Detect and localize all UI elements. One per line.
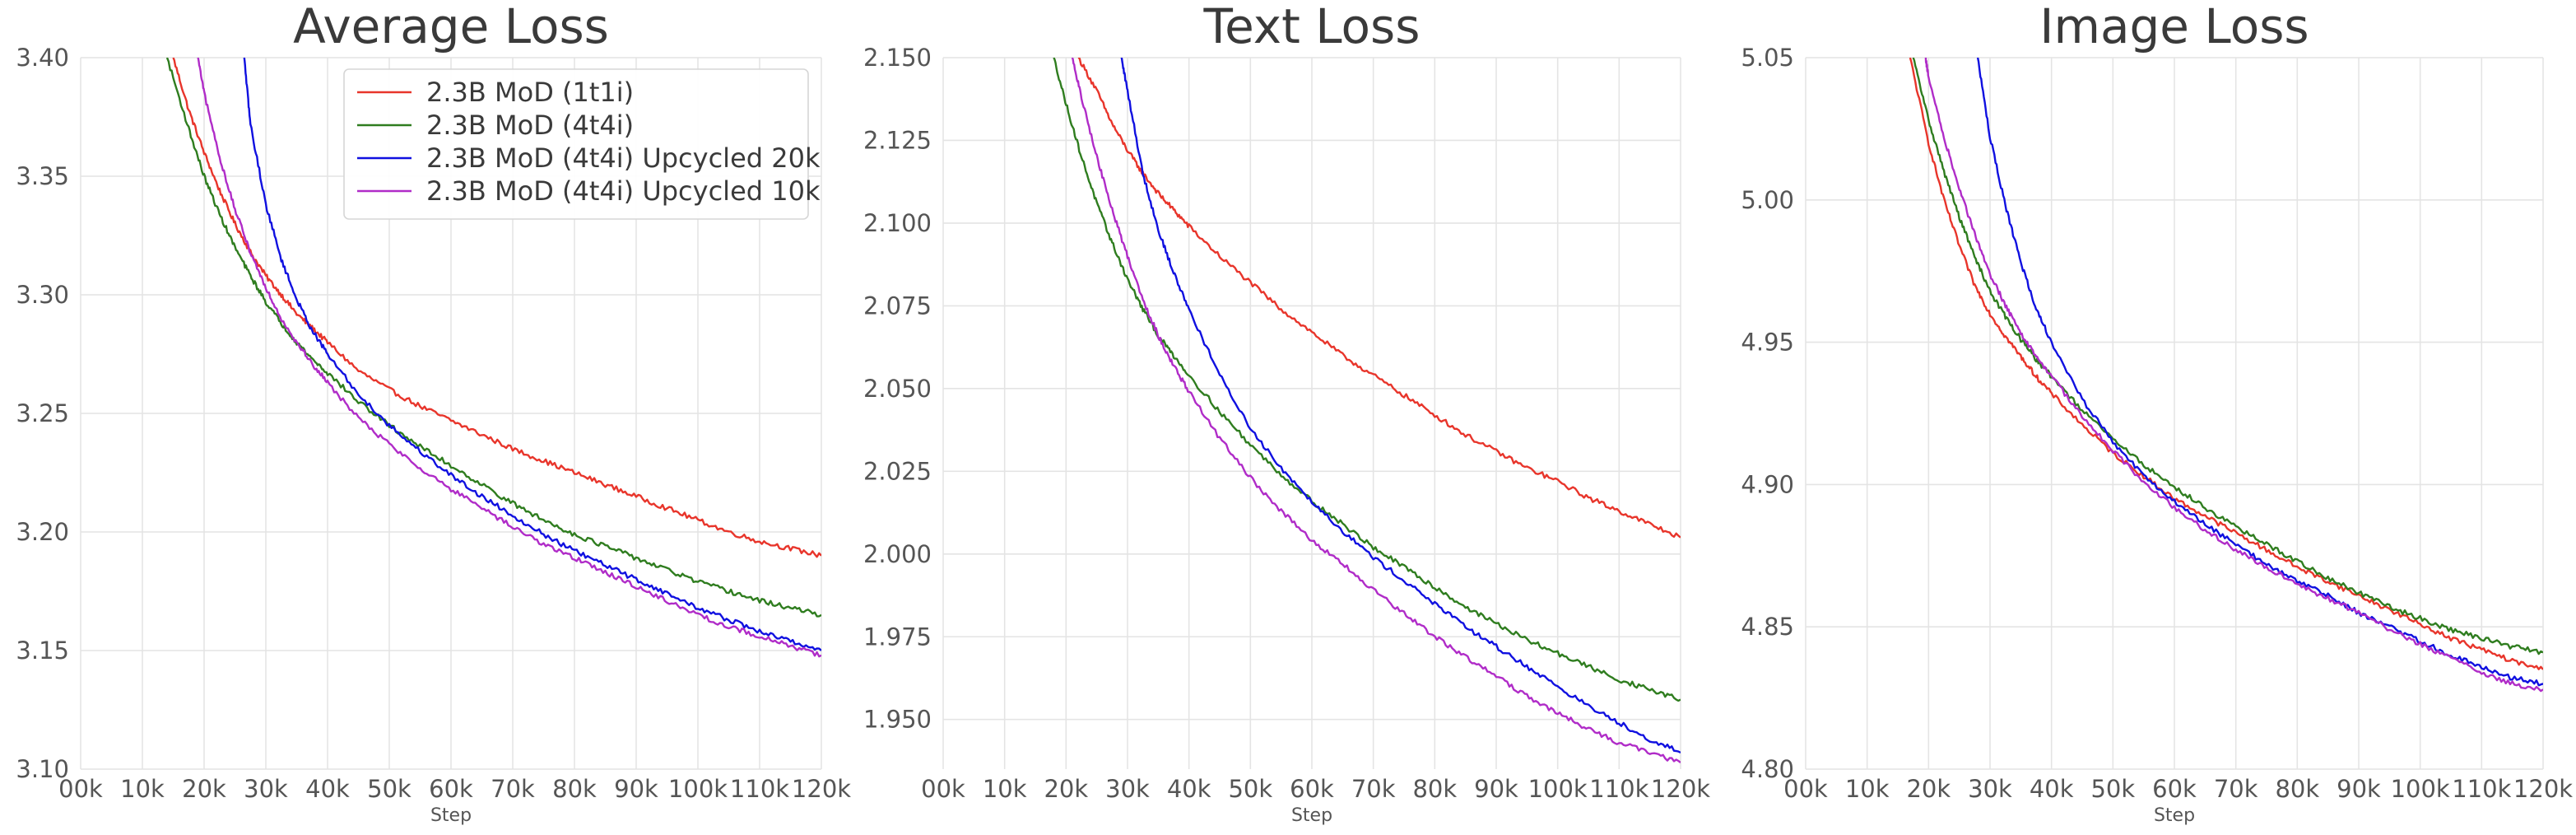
y-tick-label: 3.15 <box>16 637 69 665</box>
x-tick-label: 90k <box>1474 775 1518 803</box>
x-tick-label: 40k <box>305 775 350 803</box>
x-tick-label: 120k <box>1651 775 1710 803</box>
y-tick-label: 2.100 <box>863 209 932 237</box>
series-line-2-3b-mod-1t1i <box>172 58 821 558</box>
y-tick-label: 3.40 <box>16 44 69 72</box>
chart-title: Average Loss <box>293 0 609 54</box>
y-tick-label: 2.125 <box>863 126 932 154</box>
x-axis-label: Step <box>2154 805 2195 826</box>
x-tick-label: 60k <box>2152 775 2197 803</box>
x-tick-label: 110k <box>2452 775 2511 803</box>
x-tick-label: 120k <box>2513 775 2573 803</box>
y-tick-label: 2.075 <box>863 292 932 320</box>
x-tick-label: 20k <box>1044 775 1088 803</box>
series-line-2-3b-mod-4t4i-upcycled-10k <box>1071 58 1681 763</box>
y-tick-label: 5.00 <box>1741 186 1794 214</box>
series-line-2-3b-mod-1t1i <box>1077 58 1681 539</box>
x-axis-label: Step <box>430 805 472 826</box>
series-line-2-3b-mod-4t4i <box>165 58 821 618</box>
legend-entry-2-3b-mod-4t4i-upcycled-10k: 2.3B MoD (4t4i) Upcycled 10k <box>426 175 821 207</box>
series-group <box>1053 58 1681 763</box>
legend: 2.3B MoD (1t1i)2.3B MoD (4t4i)2.3B MoD (… <box>343 68 821 220</box>
y-tick-label: 3.25 <box>16 399 69 427</box>
series-group <box>165 58 821 658</box>
x-tick-label: 80k <box>552 775 597 803</box>
x-tick-label: 70k <box>491 775 535 803</box>
x-tick-label: 30k <box>244 775 288 803</box>
x-tick-label: 70k <box>1351 775 1396 803</box>
y-tick-label: 4.90 <box>1741 470 1794 498</box>
y-tick-label: 2.025 <box>863 457 932 485</box>
x-tick-label: 100k <box>2391 775 2450 803</box>
legend-entry-2-3b-mod-1t1i: 2.3B MoD (1t1i) <box>426 77 634 108</box>
x-tick-label: 30k <box>1968 775 2012 803</box>
y-tick-label: 4.95 <box>1741 329 1794 357</box>
x-tick-label: 50k <box>2090 775 2135 803</box>
y-tick-label: 3.30 <box>16 281 69 309</box>
series-line-2-3b-mod-4t4i <box>1912 58 2543 655</box>
series-line-2-3b-mod-4t4i-upcycled-20k <box>1976 58 2543 687</box>
x-tick-label: 10k <box>983 775 1027 803</box>
x-tick-label: 00k <box>58 775 103 803</box>
x-tick-label: 60k <box>429 775 473 803</box>
legend-frame <box>343 68 809 220</box>
series-line-2-3b-mod-4t4i-upcycled-10k <box>197 58 821 658</box>
series-line-2-3b-mod-4t4i-upcycled-10k <box>1924 58 2543 693</box>
legend-entry-2-3b-mod-4t4i: 2.3B MoD (4t4i) <box>426 110 634 141</box>
series-line-2-3b-mod-1t1i <box>1909 58 2543 670</box>
y-tick-label: 2.150 <box>863 44 932 72</box>
y-tick-label: 4.85 <box>1741 613 1794 641</box>
x-tick-label: 50k <box>1228 775 1272 803</box>
y-tick-label: 3.20 <box>16 518 69 546</box>
x-tick-label: 20k <box>182 775 226 803</box>
x-tick-label: 30k <box>1105 775 1150 803</box>
x-tick-label: 10k <box>1845 775 1890 803</box>
chart-panel-text-loss: Text Loss 00k 10k 20k 30k 40k 50k 60k 70k 80k 90k 1… <box>863 0 1710 826</box>
y-tick-label: 3.35 <box>16 162 69 190</box>
x-tick-label: 100k <box>668 775 728 803</box>
y-tick-label: 2.050 <box>863 375 932 403</box>
y-tick-label: 1.975 <box>863 623 932 651</box>
chart-title: Image Loss <box>2039 0 2309 54</box>
x-tick-label: 90k <box>614 775 658 803</box>
x-tick-label: 120k <box>792 775 851 803</box>
y-tick-label: 5.05 <box>1741 44 1794 72</box>
y-tick-label: 1.950 <box>863 706 932 734</box>
x-tick-label: 10k <box>120 775 165 803</box>
y-tick-label: 4.80 <box>1741 755 1794 783</box>
x-tick-label: 70k <box>2214 775 2258 803</box>
y-tick-label: 2.000 <box>863 540 932 568</box>
chart-panel-average-loss: Average Loss 00k 10k 20k 30k 40k 50k 60k 70k 80k 9… <box>16 0 851 826</box>
x-tick-label: 50k <box>367 775 412 803</box>
series-group <box>1909 58 2543 693</box>
x-tick-label: 80k <box>2275 775 2319 803</box>
x-tick-label: 80k <box>1412 775 1457 803</box>
x-tick-label: 110k <box>730 775 789 803</box>
chart-panel-image-loss: Image Loss 00k 10k 20k 30k 40k 50k 60k 70k 80k 90k… <box>1741 0 2573 826</box>
x-tick-label: 100k <box>1528 775 1588 803</box>
x-tick-label: 90k <box>2337 775 2381 803</box>
x-tick-label: 00k <box>1783 775 1828 803</box>
x-tick-label: 20k <box>1906 775 1951 803</box>
x-axis-label: Step <box>1291 805 1332 826</box>
x-tick-label: 00k <box>921 775 965 803</box>
y-tick-label: 3.10 <box>16 755 69 783</box>
x-tick-label: 40k <box>1167 775 1211 803</box>
legend-entry-2-3b-mod-4t4i-upcycled-20k: 2.3B MoD (4t4i) Upcycled 20k <box>426 142 821 174</box>
series-line-2-3b-mod-4t4i-upcycled-20k <box>1120 58 1681 753</box>
x-tick-label: 110k <box>1589 775 1648 803</box>
series-line-2-3b-mod-4t4i-upcycled-20k <box>243 58 821 651</box>
x-tick-label: 60k <box>1290 775 1334 803</box>
series-line-2-3b-mod-4t4i <box>1053 58 1681 702</box>
chart-title: Text Loss <box>1203 0 1421 54</box>
x-tick-label: 40k <box>2030 775 2074 803</box>
